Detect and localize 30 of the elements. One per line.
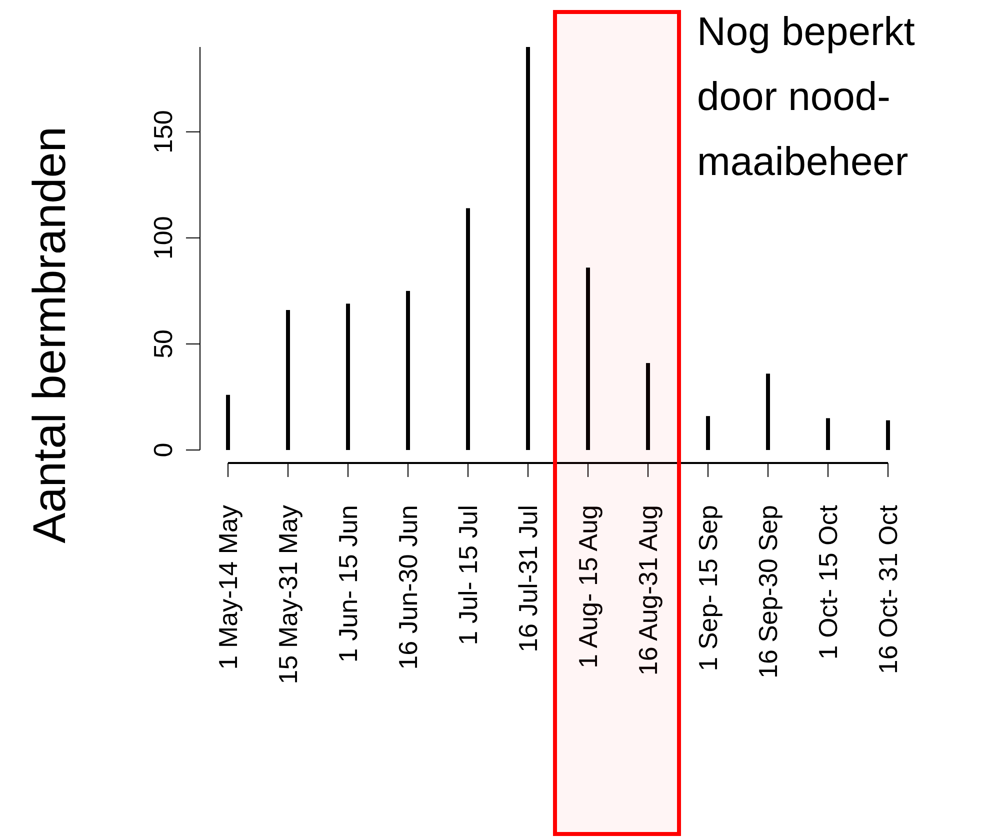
bar <box>226 394 230 450</box>
x-tick-label: 16 Aug-31 Aug <box>633 505 663 676</box>
x-tick-label: 1 Oct- 15 Oct <box>813 504 843 660</box>
x-tick-label: 16 Jul-31 Jul <box>513 505 543 652</box>
bar <box>826 418 830 450</box>
x-tick-label: 1 May-14 May <box>213 505 243 670</box>
x-tick-label: 16 Oct- 31 Oct <box>873 504 903 674</box>
y-axis-title: Aantal bermbranden <box>23 126 75 544</box>
x-tick-label: 15 May-31 May <box>273 505 303 684</box>
y-tick-label: 0 <box>148 442 178 458</box>
bar <box>586 268 590 450</box>
bar <box>706 416 710 450</box>
x-tick-label: 1 Sep- 15 Sep <box>693 505 723 672</box>
bar <box>466 208 470 450</box>
x-tick-label: 1 Jun- 15 Jun <box>333 505 363 663</box>
bar <box>346 304 350 450</box>
x-tick-label: 1 Jul- 15 Jul <box>453 505 483 646</box>
bar <box>406 290 410 450</box>
bar <box>886 420 890 450</box>
x-tick-label: 16 Jun-30 Jun <box>393 505 423 670</box>
bar <box>766 374 770 450</box>
bar <box>286 310 290 450</box>
x-tick-label: 16 Sep-30 Sep <box>753 505 783 678</box>
bar <box>526 47 530 450</box>
x-tick-label: 1 Aug- 15 Aug <box>573 505 603 668</box>
y-tick-label: 150 <box>148 110 178 154</box>
y-tick-label: 50 <box>148 329 178 358</box>
band-label: Nog beperkt door nood- maaibeheer <box>697 10 915 184</box>
y-tick-label: 100 <box>148 216 178 260</box>
bar <box>646 363 650 450</box>
